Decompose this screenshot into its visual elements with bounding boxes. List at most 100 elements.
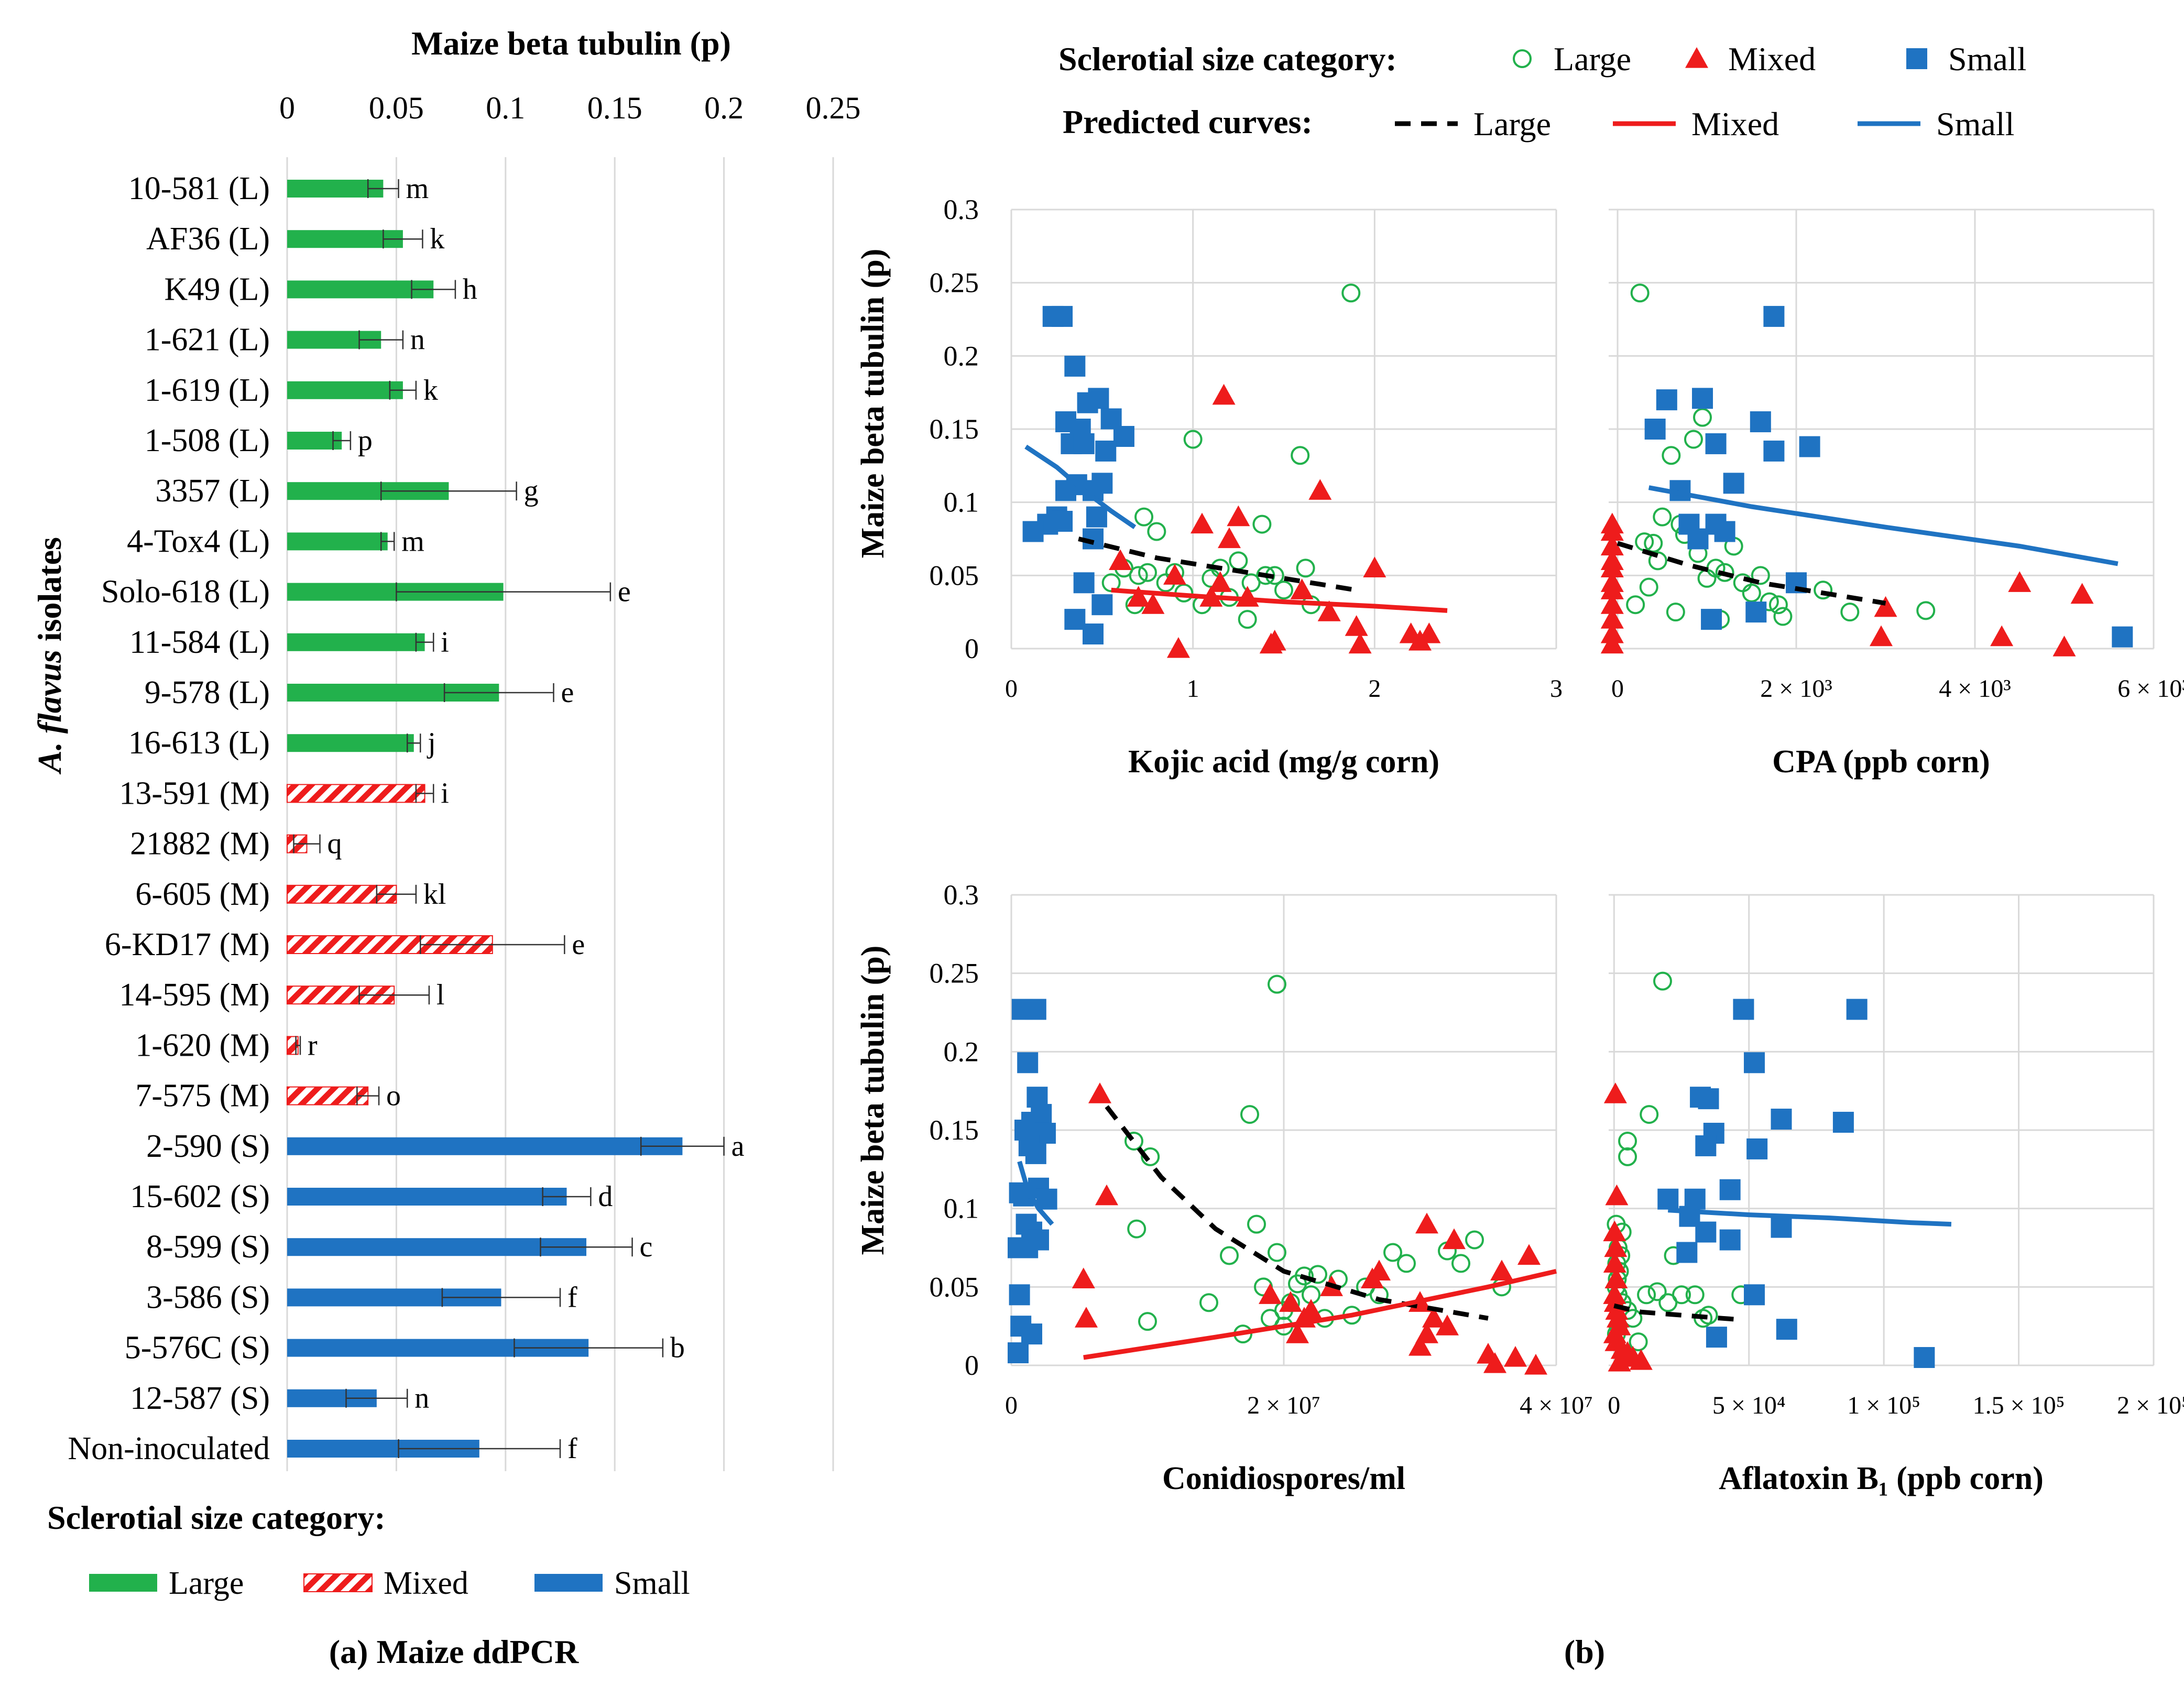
scatter-point-mixed (2071, 583, 2094, 604)
bar (287, 532, 388, 550)
x-tick-label: 2 × 10⁵ (2117, 1392, 2184, 1419)
significance-letter: r (308, 1029, 318, 1061)
scatter-point-mixed (2053, 636, 2076, 656)
category-label: 9-578 (L) (145, 675, 270, 710)
ylabel-italic: A. flavus (31, 650, 68, 775)
significance-letter: e (618, 576, 631, 608)
bar (287, 381, 403, 399)
scatter-point-small (1715, 521, 1735, 542)
x-axis-label: Conidiospores/ml (1162, 1461, 1405, 1496)
scatter-point-large (1663, 447, 1679, 464)
scatter-point-small (1074, 433, 1095, 454)
significance-letter: p (358, 424, 373, 457)
scatter-point-small (1021, 1323, 1042, 1344)
x-axis-label: Aflatoxin B₁ (ppb corn) (1719, 1461, 2044, 1496)
legend-swatch (89, 1574, 157, 1592)
y-tick-label: 0.15 (930, 413, 979, 445)
scatter-point-mixed (1127, 586, 1150, 607)
scatter-point-mixed (1167, 637, 1190, 658)
category-label: 8-599 (S) (146, 1229, 270, 1265)
category-label: 4-Tox4 (L) (127, 523, 270, 559)
scatter-point-mixed (1213, 384, 1236, 405)
panel-a-ylabel: A. flavus isolates (31, 537, 68, 775)
significance-letter: b (670, 1332, 685, 1364)
scatter-point-small (1744, 1052, 1765, 1073)
x-tick-label: 0 (1005, 1392, 1018, 1419)
scatter-point-large (1627, 596, 1644, 613)
scatter-point-small (1077, 392, 1098, 413)
scatter-point-small (1074, 572, 1095, 593)
scatter-point-small (1799, 436, 1820, 457)
legend-label: Mixed (1691, 105, 1779, 143)
x-tick-label: 0.25 (806, 91, 861, 125)
panel-a-caption: (a) Maize ddPCR (329, 1633, 579, 1670)
y-tick-label: 0.1 (944, 1193, 979, 1224)
scatter-point-small (1706, 433, 1727, 454)
scatter-point-small (2112, 627, 2133, 648)
scatter-point-mixed (1870, 626, 1893, 647)
scatter-point-mixed (1490, 1260, 1513, 1280)
scatter-point-large (1248, 1216, 1265, 1233)
significance-letter: c (640, 1231, 653, 1263)
scatter-point-large (1453, 1255, 1469, 1272)
predicted-curve-mixed (1111, 590, 1447, 610)
scatter-point-mixed (1524, 1354, 1547, 1375)
y-tick-label: 0 (965, 1350, 979, 1381)
scatter-point-large (1659, 1294, 1676, 1311)
scatter-point-large (1667, 604, 1684, 620)
x-tick-label: 0.2 (704, 91, 744, 125)
panel-b-caption: (b) (1564, 1633, 1605, 1670)
predicted-curve-mixed (1084, 1271, 1556, 1357)
scatter-point-large (1292, 447, 1308, 464)
category-label: Non-inoculated (68, 1431, 270, 1466)
bar (287, 734, 414, 752)
scatter-point-large (1641, 1106, 1657, 1123)
y-tick-label: 0 (965, 633, 979, 664)
scatter-point-large (1619, 1133, 1636, 1149)
scatter-point-large (1699, 570, 1716, 587)
significance-letter: d (598, 1180, 613, 1213)
significance-letter: f (567, 1281, 577, 1313)
category-label: 21882 (M) (130, 826, 270, 862)
significance-letter: i (441, 626, 449, 659)
category-label: 1-619 (L) (145, 373, 270, 408)
category-label: 1-621 (L) (145, 322, 270, 358)
scatter-point-large (1269, 1244, 1285, 1261)
bar (287, 633, 425, 651)
scatter-point-mixed (1363, 556, 1386, 577)
scatter-point-large (1275, 582, 1292, 598)
significance-letter: k (423, 374, 438, 407)
scatter-point-large (1743, 585, 1760, 601)
scatter-point-mixed (1415, 1213, 1438, 1234)
x-tick-label: 0 (279, 91, 295, 125)
ylabel-rest: isolates (31, 537, 68, 650)
scatter-point-small (1706, 1327, 1727, 1348)
scatter-point-large (1342, 284, 1359, 301)
significance-letter: i (441, 777, 449, 809)
scatter-point-small (1083, 623, 1104, 644)
x-tick-label: 6 × 10³ (2117, 675, 2184, 703)
x-tick-label: 0 (1005, 675, 1018, 703)
scatter-point-large (1128, 1221, 1145, 1238)
significance-letter: n (410, 324, 425, 356)
scatter-point-large (1269, 976, 1285, 993)
scatter-point-small (1720, 1230, 1741, 1251)
scatter-point-large (1135, 509, 1152, 525)
scatter-point-large (1398, 1255, 1415, 1272)
x-tick-label: 0 (1608, 1392, 1620, 1419)
scatter-point-large (1200, 1294, 1217, 1311)
y-tick-label: 0.05 (930, 1271, 979, 1302)
scatter-point-mixed (1075, 1307, 1098, 1328)
scatter-point-small (1657, 1189, 1678, 1210)
y-tick-label: 0.2 (944, 1036, 979, 1067)
scatter-point-mixed (1874, 596, 1897, 617)
x-tick-label: 0.05 (369, 91, 424, 125)
category-label: 10-581 (L) (128, 171, 270, 206)
scatter-point-small (1086, 507, 1107, 528)
category-label: 2-590 (S) (146, 1129, 270, 1164)
scatter-point-large (1466, 1232, 1483, 1249)
scatter-point-small (1771, 1109, 1792, 1130)
significance-letter: k (430, 223, 444, 255)
category-label: Solo-618 (L) (101, 574, 270, 610)
x-tick-label: 4 × 10³ (1939, 675, 2011, 703)
